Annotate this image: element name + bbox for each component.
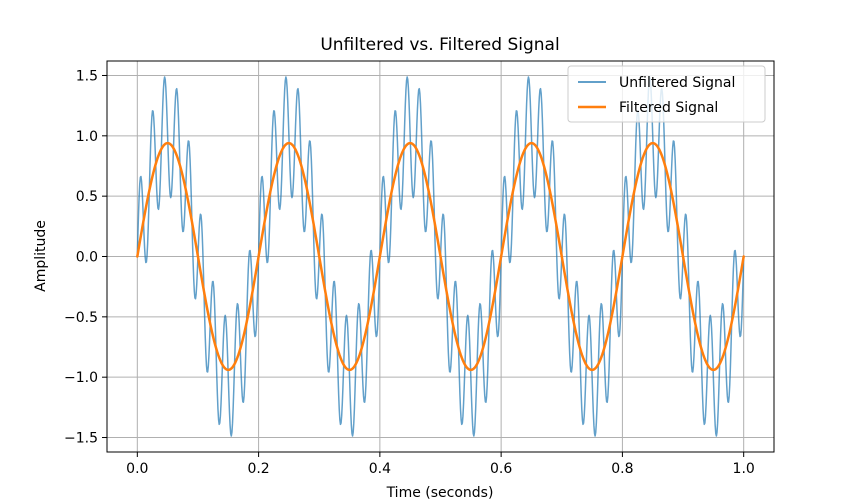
y-tick-label: 1.0 [76,129,98,145]
x-tick-label: 1.0 [733,461,755,477]
legend-box [567,65,766,123]
legend: Unfiltered Signal Filtered Signal [567,65,766,123]
filtered-signal-line [136,141,745,372]
y-tick-label: 0.5 [76,189,98,205]
y-axis-label: Amplitude [33,220,49,292]
series-filtered-signal [136,141,745,372]
y-tick-label: −1.5 [64,431,98,447]
y-tick-label: 0.0 [76,250,98,266]
x-tick-label: 0.4 [369,461,391,477]
ticks: 0.0 0.2 0.4 0.6 0.8 1.0 −1.5 −1.0 −0.5 0.0 0.5 1.0 1… [64,68,755,477]
y-tick-label: −0.5 [64,310,98,326]
x-tick-label: 0.2 [247,461,269,477]
y-tick-label: 1.5 [76,68,98,84]
chart-title: Unfiltered vs. Filtered Signal [320,35,559,55]
x-tick-label: 0.0 [126,461,148,477]
y-tick-label: −1.0 [64,370,98,386]
x-tick-label: 0.6 [490,461,512,477]
x-axis-label: Time (seconds) [386,485,494,501]
x-tick-label: 0.8 [611,461,633,477]
legend-label-filtered: Filtered Signal [619,100,718,116]
legend-label-unfiltered: Unfiltered Signal [619,75,735,91]
